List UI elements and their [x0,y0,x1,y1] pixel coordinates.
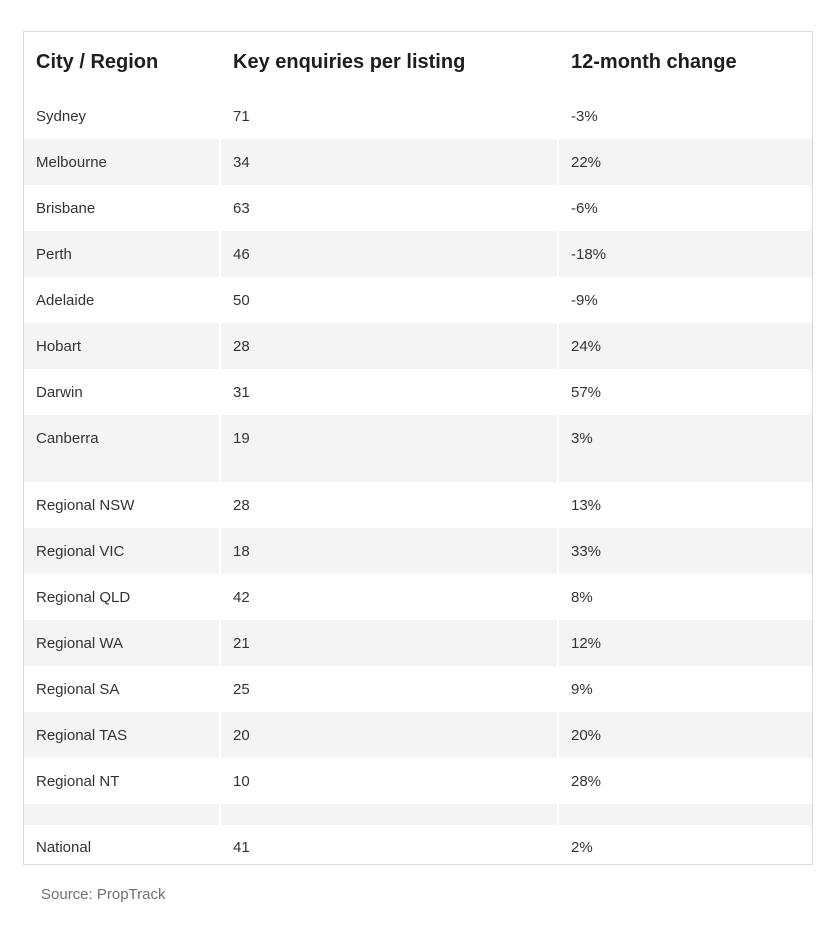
cell-city: Regional NSW [24,482,219,528]
cell-change: 3% [557,415,812,461]
cell-city: Adelaide [24,277,219,323]
cell-city: Regional WA [24,620,219,666]
cell-change: 9% [557,666,812,712]
table-row: Regional SA 25 9% [24,666,812,712]
column-header-key-enquiries: Key enquiries per listing [219,32,557,93]
cell-city: Perth [24,231,219,277]
table-row-national: National 41 2% [24,825,812,864]
cell-change: 24% [557,323,812,369]
cell-enquiries: 20 [219,712,557,758]
cell-city: Regional TAS [24,712,219,758]
cell-enquiries: 18 [219,528,557,574]
cell-city: Regional NT [24,758,219,804]
column-header-city-region: City / Region [24,32,219,93]
table-row: Darwin 31 57% [24,369,812,415]
spacer-cell [557,461,812,482]
table-row: Regional VIC 18 33% [24,528,812,574]
cell-change: 28% [557,758,812,804]
cell-enquiries: 42 [219,574,557,620]
cell-city: Regional VIC [24,528,219,574]
cell-change: 2% [557,825,812,864]
cell-enquiries: 21 [219,620,557,666]
table-row: Brisbane 63 -6% [24,185,812,231]
cell-change: 20% [557,712,812,758]
cell-change: 8% [557,574,812,620]
cell-change: -18% [557,231,812,277]
table-row: Perth 46 -18% [24,231,812,277]
spacer-cell [219,461,557,482]
data-table-container: City / Region Key enquiries per listing … [23,31,813,865]
cell-enquiries: 19 [219,415,557,461]
cell-enquiries: 34 [219,139,557,185]
cell-change: -3% [557,93,812,139]
cell-city: Melbourne [24,139,219,185]
spacer-cell [219,804,557,825]
cell-enquiries: 50 [219,277,557,323]
cell-enquiries: 28 [219,482,557,528]
cell-enquiries: 41 [219,825,557,864]
cell-city: Regional SA [24,666,219,712]
table-row: Adelaide 50 -9% [24,277,812,323]
cell-enquiries: 71 [219,93,557,139]
cell-city: Sydney [24,93,219,139]
cell-city: Darwin [24,369,219,415]
table-row: Regional QLD 42 8% [24,574,812,620]
cell-enquiries: 10 [219,758,557,804]
table-row: Canberra 19 3% [24,415,812,461]
cell-change: 12% [557,620,812,666]
table-row: Regional TAS 20 20% [24,712,812,758]
cell-city: Brisbane [24,185,219,231]
cell-change: 33% [557,528,812,574]
header-row: City / Region Key enquiries per listing … [24,32,812,93]
cell-enquiries: 63 [219,185,557,231]
table-row: Regional WA 21 12% [24,620,812,666]
cell-change: 57% [557,369,812,415]
table-row: Regional NSW 28 13% [24,482,812,528]
table-row: Hobart 28 24% [24,323,812,369]
cell-change: 22% [557,139,812,185]
table-row: Regional NT 10 28% [24,758,812,804]
source-caption: Source: PropTrack [41,886,166,903]
enquiries-table: City / Region Key enquiries per listing … [24,32,812,864]
cell-city: Regional QLD [24,574,219,620]
section-spacer-row [24,461,812,482]
cell-city: Hobart [24,323,219,369]
cell-enquiries: 28 [219,323,557,369]
cell-change: -9% [557,277,812,323]
column-header-12-month-change: 12-month change [557,32,812,93]
spacer-cell [557,804,812,825]
spacer-cell [24,804,219,825]
cell-enquiries: 46 [219,231,557,277]
cell-change: 13% [557,482,812,528]
table-row: Melbourne 34 22% [24,139,812,185]
cell-city: National [24,825,219,864]
cell-enquiries: 25 [219,666,557,712]
cell-enquiries: 31 [219,369,557,415]
spacer-cell [24,461,219,482]
cell-change: -6% [557,185,812,231]
table-row: Sydney 71 -3% [24,93,812,139]
cell-city: Canberra [24,415,219,461]
section-spacer-row [24,804,812,825]
